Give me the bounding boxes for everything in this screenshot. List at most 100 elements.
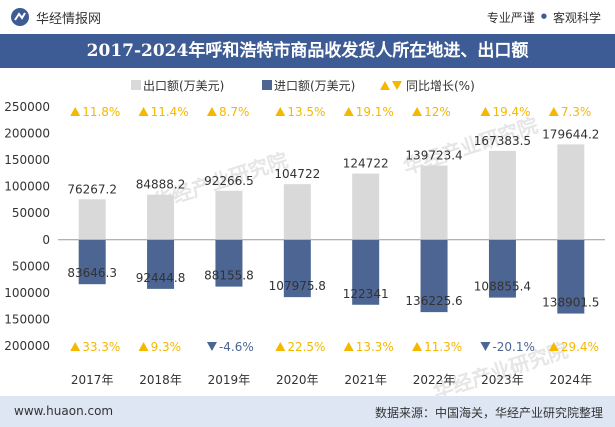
export-growth-label: 7.3% — [561, 105, 592, 119]
import-bar — [283, 239, 311, 298]
growth-up-triangle-icon — [275, 342, 286, 351]
growth-up-triangle-icon — [412, 342, 423, 351]
import-value-label: 83646.3 — [67, 266, 117, 280]
export-bar — [215, 190, 243, 240]
y-tick-label: 0 — [42, 233, 50, 247]
y-tick-label: 100000 — [4, 180, 50, 194]
growth-up-triangle-icon — [343, 107, 354, 116]
export-value-label: 167383.5 — [474, 134, 531, 148]
export-value-label: 124722 — [343, 157, 389, 171]
tag-separator: ● — [540, 12, 547, 20]
import-bar — [78, 239, 106, 285]
y-tick-label: 250000 — [4, 100, 50, 114]
x-tick-label: 2020年 — [276, 373, 319, 387]
import-growth-label: 11.3% — [424, 340, 462, 354]
growth-up-triangle-icon — [70, 342, 81, 351]
x-tick-label: 2024年 — [550, 373, 593, 387]
export-growth-label: 12% — [424, 105, 451, 119]
legend-swatch-import — [262, 80, 272, 90]
chart: 出口额(万美元) 进口额(万美元) 同比增长(%) 250000 200000 15… — [4, 79, 605, 387]
import-value-label: 136225.6 — [405, 294, 462, 308]
export-growth-label: 11.4% — [151, 105, 189, 119]
growth-up-triangle-icon — [275, 107, 286, 116]
legend-swatch-export — [131, 80, 141, 90]
export-value-label: 104722 — [274, 167, 320, 181]
export-growth-label: 19.1% — [356, 105, 394, 119]
x-tick-label: 2023年 — [481, 373, 524, 387]
growth-up-triangle-icon — [70, 107, 81, 116]
import-value-label: 88155.8 — [204, 269, 254, 283]
export-bar — [488, 150, 516, 240]
huajing-logo-icon — [11, 8, 29, 26]
import-growth-label: 13.3% — [356, 340, 394, 354]
export-bar — [283, 184, 311, 240]
growth-up-triangle-icon — [138, 342, 149, 351]
top-bar: 华经情报网 专业严谨 ● 客观科学 — [0, 0, 615, 34]
title-band: 2017-2024年呼和浩特市商品收发货人所在地进、出口额 — [0, 34, 615, 68]
header-tags: 专业严谨 ● 客观科学 — [487, 9, 601, 26]
growth-up-triangle-icon — [548, 107, 559, 116]
legend: 出口额(万美元) 进口额(万美元) 同比增长(%) — [131, 79, 475, 93]
growth-up-triangle-icon — [548, 342, 559, 351]
growth-up-triangle-icon — [206, 107, 217, 116]
import-growth-label: 22.5% — [287, 340, 325, 354]
growth-down-triangle-icon — [206, 342, 217, 351]
export-value-label: 84888.2 — [136, 178, 186, 192]
export-bar — [147, 194, 175, 240]
brand: 华经情报网 — [10, 7, 101, 27]
import-growth-label: 9.3% — [151, 340, 182, 354]
import-growth-label: 29.4% — [561, 340, 599, 354]
y-tick-label: 50000 — [12, 206, 50, 220]
x-tick-label: 2017年 — [71, 373, 114, 387]
export-bar — [352, 173, 380, 240]
legend-label-export: 出口额(万美元) — [143, 79, 224, 93]
import-value-label: 107975.8 — [269, 279, 326, 293]
export-value-label: 92266.5 — [204, 174, 254, 188]
data-source: 数据来源：中国海关，华经产业研究院整理 — [374, 406, 603, 420]
export-bar — [420, 165, 448, 240]
export-growth-label: 13.5% — [287, 105, 325, 119]
y-tick-label: 150000 — [4, 312, 50, 326]
import-bar — [147, 239, 175, 289]
export-growth-label: 11.8% — [82, 105, 120, 119]
growth-up-triangle-icon — [412, 107, 423, 116]
import-growth-label: -4.6% — [219, 340, 254, 354]
legend-label-growth: 同比增长(%) — [406, 79, 475, 93]
y-tick-label: 200000 — [4, 339, 50, 353]
export-bar — [78, 199, 106, 240]
x-tick-label: 2022年 — [413, 373, 456, 387]
x-tick-label: 2018年 — [139, 373, 182, 387]
legend-label-import: 进口额(万美元) — [274, 79, 355, 93]
tag-right: 客观科学 — [552, 11, 601, 25]
export-value-label: 139723.4 — [405, 149, 462, 163]
export-growth-label: 19.4% — [492, 105, 530, 119]
chart-title: 2017-2024年呼和浩特市商品收发货人所在地进、出口额 — [86, 41, 529, 61]
import-growth-label: -20.1% — [492, 340, 534, 354]
footer: www.huaon.com 数据来源：中国海关，华经产业研究院整理 — [0, 396, 615, 427]
legend-down-triangle-icon — [392, 81, 402, 90]
tag-left: 专业严谨 — [486, 11, 535, 25]
growth-up-triangle-icon — [343, 342, 354, 351]
export-value-label: 76267.2 — [67, 182, 117, 196]
growth-up-triangle-icon — [138, 107, 149, 116]
import-bar — [557, 239, 585, 314]
import-value-label: 122341 — [343, 287, 389, 301]
y-tick-label: 200000 — [4, 127, 50, 141]
brand-name: 华经情报网 — [36, 11, 102, 27]
x-tick-label: 2021年 — [344, 373, 387, 387]
import-growth-label: 33.3% — [82, 340, 120, 354]
import-value-label: 92444.8 — [136, 271, 186, 285]
import-bar — [352, 239, 380, 305]
y-tick-label: 150000 — [4, 153, 50, 167]
import-bar — [420, 239, 448, 313]
y-tick-label: 50000 — [12, 259, 50, 273]
import-bar — [215, 239, 243, 287]
import-value-label: 138901.5 — [542, 296, 599, 310]
legend-up-triangle-icon — [380, 81, 390, 90]
website-link[interactable]: www.huaon.com — [14, 404, 114, 418]
y-tick-label: 100000 — [4, 286, 50, 300]
x-tick-label: 2019年 — [208, 373, 251, 387]
growth-down-triangle-icon — [480, 342, 491, 351]
export-growth-label: 8.7% — [219, 105, 250, 119]
export-bar — [557, 144, 585, 240]
